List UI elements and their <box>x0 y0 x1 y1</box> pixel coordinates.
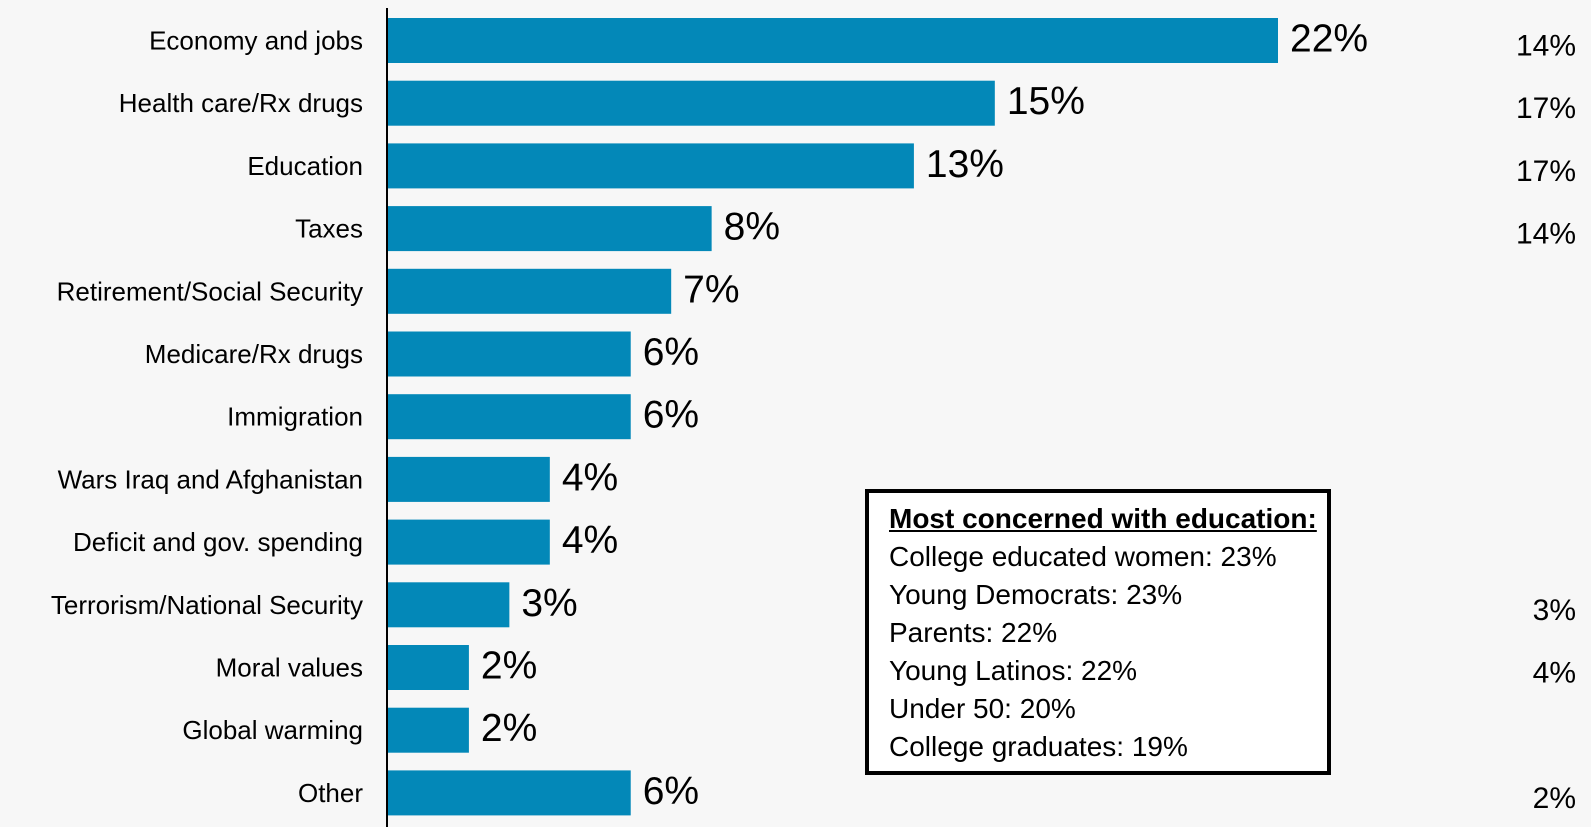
category-label: Taxes <box>295 214 363 244</box>
callout-line: Young Latinos: 22% <box>889 655 1138 686</box>
value-label: 2% <box>481 645 537 688</box>
bar <box>388 268 672 314</box>
bar <box>388 206 712 252</box>
category-label: Medicare/Rx drugs <box>145 339 363 369</box>
value-label: 7% <box>683 268 739 311</box>
value-label: 13% <box>926 143 1004 186</box>
category-label: Education <box>247 151 363 181</box>
secondary-value-label: 17% <box>1516 155 1576 188</box>
bar <box>388 394 631 440</box>
secondary-value-label: 4% <box>1533 657 1576 690</box>
secondary-value-label: 14% <box>1516 218 1576 251</box>
bar <box>388 707 469 753</box>
category-label: Global warming <box>182 715 363 745</box>
category-label: Terrorism/National Security <box>51 590 363 620</box>
callout-line: Under 50: 20% <box>889 693 1076 724</box>
callout-line: Parents: 22% <box>889 617 1058 648</box>
bar <box>388 331 631 377</box>
callout-line: College graduates: 19% <box>889 731 1188 762</box>
bar <box>388 80 995 126</box>
callout-line: Young Democrats: 23% <box>889 579 1183 610</box>
secondary-value-label: 3% <box>1533 594 1576 627</box>
category-label: Wars Iraq and Afghanistan <box>58 464 363 494</box>
secondary-value-label: 17% <box>1516 92 1576 125</box>
category-label: Health care/Rx drugs <box>119 88 363 118</box>
category-label: Retirement/Social Security <box>57 276 363 306</box>
secondary-value-label: 14% <box>1516 30 1576 63</box>
value-label: 2% <box>481 707 537 750</box>
secondary-value-label: 2% <box>1533 782 1576 815</box>
education-callout-box: Most concerned with education: College e… <box>865 489 1331 775</box>
value-label: 8% <box>724 206 780 249</box>
bars-layer: Economy and jobs 22% 14% Health care/Rx dru… <box>51 18 1576 816</box>
value-label: 6% <box>643 394 699 437</box>
bar <box>388 582 510 628</box>
category-label: Other <box>298 778 363 808</box>
bar <box>388 519 550 565</box>
bar <box>388 143 914 189</box>
category-label: Deficit and gov. spending <box>73 527 363 557</box>
callout-line: College educated women: 23% <box>889 541 1277 572</box>
value-label: 3% <box>521 582 577 625</box>
value-label: 6% <box>643 770 699 813</box>
callout-title: Most concerned with education: <box>889 503 1317 534</box>
category-label: Economy and jobs <box>149 26 363 56</box>
value-label: 4% <box>562 456 618 499</box>
value-label: 4% <box>562 519 618 562</box>
bar <box>388 770 631 816</box>
value-label: 15% <box>1007 80 1085 123</box>
bar <box>388 18 1278 63</box>
value-label: 6% <box>643 331 699 374</box>
bar <box>388 645 469 690</box>
bar <box>388 456 550 502</box>
category-label: Immigration <box>227 402 363 432</box>
value-label: 22% <box>1290 18 1368 61</box>
category-label: Moral values <box>216 653 363 683</box>
